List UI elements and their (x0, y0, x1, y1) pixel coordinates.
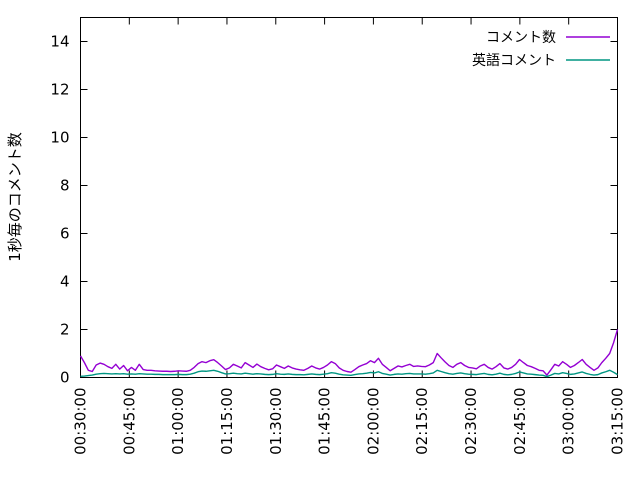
y-tick-label: 0 (60, 369, 70, 387)
x-tick-label: 00:30:00 (72, 388, 90, 455)
x-tick-label: 02:15:00 (413, 388, 431, 455)
x-tick-label: 01:15:00 (218, 388, 236, 455)
x-axis-ticks: 00:30:00 00:45:00 01:00:00 01:15:00 01:30:00… (72, 17, 627, 455)
x-tick-label: 03:15:00 (609, 388, 627, 455)
series-line (79, 329, 619, 376)
y-tick-label: 10 (50, 129, 69, 147)
x-tick-label: 01:30:00 (267, 388, 285, 455)
legend-label: コメント数 (486, 30, 556, 46)
y-tick-label: 2 (60, 321, 70, 339)
legend-label: 英語コメント (472, 52, 556, 69)
y-tick-label: 8 (60, 177, 70, 195)
y-tick-label: 6 (60, 225, 70, 243)
series-line (80, 369, 618, 378)
y-tick-label: 14 (50, 33, 69, 51)
x-tick-label: 02:00:00 (364, 388, 382, 455)
data-series-group (79, 329, 619, 378)
x-tick-label: 00:45:00 (120, 388, 138, 455)
x-tick-label: 01:45:00 (316, 388, 334, 455)
x-tick-label: 02:45:00 (511, 388, 529, 455)
y-tick-label: 4 (60, 273, 70, 291)
y-axis-ticks: 0 2 4 6 8 10 12 14 (50, 33, 618, 387)
plot-frame (80, 17, 618, 378)
x-tick-label: 02:30:00 (462, 388, 480, 455)
y-axis-label: 1秒毎のコメント数 (6, 132, 24, 262)
y-tick-label: 12 (50, 81, 69, 99)
x-tick-label: 01:00:00 (169, 388, 187, 455)
x-tick-label: 03:00:00 (560, 388, 578, 455)
